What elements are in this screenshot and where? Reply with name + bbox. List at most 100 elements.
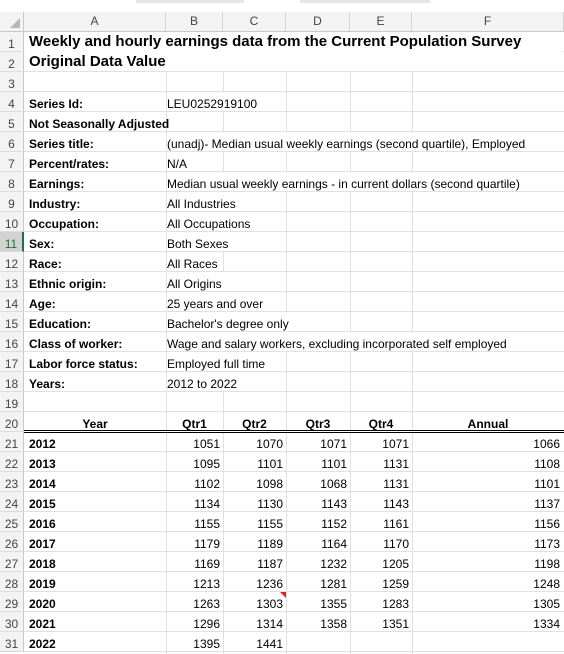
value-cell[interactable]: 1161 bbox=[383, 517, 409, 531]
row-header-2[interactable]: 2 bbox=[0, 52, 24, 72]
metadata-label[interactable]: Not Seasonally Adjusted bbox=[29, 117, 170, 131]
value-cell[interactable]: 1170 bbox=[383, 537, 409, 551]
value-cell[interactable]: 1236 bbox=[256, 577, 283, 591]
row-header-25[interactable]: 25 bbox=[0, 512, 24, 532]
value-cell[interactable]: 1101 bbox=[257, 457, 283, 471]
row-header-5[interactable]: 5 bbox=[0, 112, 24, 132]
value-cell[interactable]: 1155 bbox=[257, 517, 283, 531]
table-header-year[interactable]: Year bbox=[82, 417, 108, 431]
value-cell[interactable]: 1071 bbox=[382, 437, 409, 451]
metadata-value[interactable]: All Occupations bbox=[167, 212, 253, 231]
value-cell[interactable]: 1296 bbox=[193, 617, 220, 631]
row-header-13[interactable]: 13 bbox=[0, 272, 24, 292]
year-cell[interactable]: 2015 bbox=[29, 497, 56, 511]
value-cell[interactable]: 1164 bbox=[321, 537, 347, 551]
value-cell[interactable]: 1283 bbox=[382, 597, 409, 611]
row-header-7[interactable]: 7 bbox=[0, 152, 24, 172]
year-cell[interactable]: 2021 bbox=[29, 617, 56, 631]
value-cell[interactable]: 1351 bbox=[382, 617, 409, 631]
value-cell[interactable]: 1137 bbox=[534, 497, 560, 511]
metadata-value[interactable]: Both Sexes bbox=[167, 232, 231, 251]
value-cell[interactable]: 1051 bbox=[193, 437, 220, 451]
metadata-value[interactable]: All Industries bbox=[167, 192, 238, 211]
column-header-f[interactable]: F bbox=[412, 12, 564, 32]
value-cell[interactable]: 1098 bbox=[256, 477, 283, 491]
year-cell[interactable]: 2013 bbox=[29, 457, 56, 471]
value-cell[interactable]: 1068 bbox=[320, 477, 347, 491]
year-cell[interactable]: 2018 bbox=[29, 557, 56, 571]
metadata-value[interactable]: Median usual weekly earnings - in curren… bbox=[167, 172, 522, 191]
metadata-label[interactable]: Series Id: bbox=[29, 97, 84, 111]
value-cell[interactable]: 1213 bbox=[193, 577, 220, 591]
row-header-19[interactable]: 19 bbox=[0, 392, 24, 412]
value-cell[interactable]: 1395 bbox=[193, 637, 220, 651]
metadata-value[interactable]: Wage and salary workers, excluding incor… bbox=[167, 332, 509, 351]
metadata-label[interactable]: Ethnic origin: bbox=[29, 277, 107, 291]
value-cell[interactable]: 1070 bbox=[256, 437, 283, 451]
value-cell[interactable]: 1259 bbox=[382, 577, 409, 591]
metadata-label[interactable]: Sex: bbox=[29, 237, 55, 251]
column-header-d[interactable]: D bbox=[286, 12, 350, 32]
row-header-14[interactable]: 14 bbox=[0, 292, 24, 312]
value-cell[interactable]: 1441 bbox=[256, 637, 283, 651]
value-cell[interactable]: 1101 bbox=[321, 457, 347, 471]
value-cell[interactable]: 1232 bbox=[320, 557, 347, 571]
row-header-28[interactable]: 28 bbox=[0, 572, 24, 592]
metadata-label[interactable]: Series title: bbox=[29, 137, 94, 151]
row-header-23[interactable]: 23 bbox=[0, 472, 24, 492]
row-header-16[interactable]: 16 bbox=[0, 332, 24, 352]
value-cell[interactable]: 1108 bbox=[534, 457, 560, 471]
row-header-6[interactable]: 6 bbox=[0, 132, 24, 152]
metadata-value[interactable]: 25 years and over bbox=[167, 292, 266, 311]
value-cell[interactable]: 1263 bbox=[193, 597, 220, 611]
row-header-17[interactable]: 17 bbox=[0, 352, 24, 372]
row-header-9[interactable]: 9 bbox=[0, 192, 24, 212]
row-header-31[interactable]: 31 bbox=[0, 632, 24, 652]
table-header-qtr4[interactable]: Qtr4 bbox=[368, 417, 394, 431]
value-cell[interactable]: 1101 bbox=[534, 477, 560, 491]
row-header-21[interactable]: 21 bbox=[0, 432, 24, 452]
value-cell[interactable]: 1071 bbox=[320, 437, 347, 451]
value-cell[interactable]: 1281 bbox=[320, 577, 347, 591]
metadata-value[interactable]: Bachelor's degree only bbox=[167, 312, 291, 331]
value-cell[interactable]: 1143 bbox=[383, 497, 409, 511]
value-cell[interactable]: 1130 bbox=[257, 497, 283, 511]
value-cell[interactable]: 1198 bbox=[534, 557, 560, 571]
value-cell[interactable]: 1102 bbox=[194, 477, 220, 491]
value-cell[interactable]: 1155 bbox=[194, 517, 220, 531]
metadata-label[interactable]: Years: bbox=[29, 377, 66, 391]
year-cell[interactable]: 2012 bbox=[29, 437, 56, 451]
column-header-a[interactable]: A bbox=[24, 12, 166, 32]
row-header-12[interactable]: 12 bbox=[0, 252, 24, 272]
metadata-label[interactable]: Education: bbox=[29, 317, 91, 331]
year-cell[interactable]: 2019 bbox=[29, 577, 56, 591]
comment-indicator-icon[interactable] bbox=[280, 592, 286, 598]
year-cell[interactable]: 2022 bbox=[29, 637, 56, 651]
table-header-annual[interactable]: Annual bbox=[467, 417, 509, 431]
metadata-label[interactable]: Class of worker: bbox=[29, 337, 123, 351]
value-cell[interactable]: 1152 bbox=[321, 517, 347, 531]
year-cell[interactable]: 2020 bbox=[29, 597, 56, 611]
value-cell[interactable]: 1355 bbox=[320, 597, 347, 611]
row-header-22[interactable]: 22 bbox=[0, 452, 24, 472]
metadata-label[interactable]: Race: bbox=[29, 257, 62, 271]
table-header-qtr3[interactable]: Qtr3 bbox=[305, 417, 331, 431]
row-header-3[interactable]: 3 bbox=[0, 72, 24, 92]
table-header-qtr1[interactable]: Qtr1 bbox=[182, 417, 207, 431]
row-header-11[interactable]: 11 bbox=[0, 232, 24, 252]
row-header-10[interactable]: 10 bbox=[0, 212, 24, 232]
value-cell[interactable]: 1358 bbox=[320, 617, 347, 631]
value-cell[interactable]: 1156 bbox=[534, 517, 560, 531]
column-header-c[interactable]: C bbox=[223, 12, 286, 32]
value-cell[interactable]: 1134 bbox=[194, 497, 220, 511]
value-cell[interactable]: 1187 bbox=[257, 557, 283, 571]
row-header-8[interactable]: 8 bbox=[0, 172, 24, 192]
metadata-label[interactable]: Percent/rates: bbox=[29, 157, 110, 171]
row-header-27[interactable]: 27 bbox=[0, 552, 24, 572]
metadata-value[interactable]: 2012 to 2022 bbox=[167, 372, 240, 391]
value-cell[interactable]: 1314 bbox=[256, 617, 283, 631]
metadata-value[interactable]: Employed full time bbox=[167, 352, 268, 371]
metadata-label[interactable]: Industry: bbox=[29, 197, 81, 211]
value-cell[interactable]: 1248 bbox=[533, 577, 560, 591]
